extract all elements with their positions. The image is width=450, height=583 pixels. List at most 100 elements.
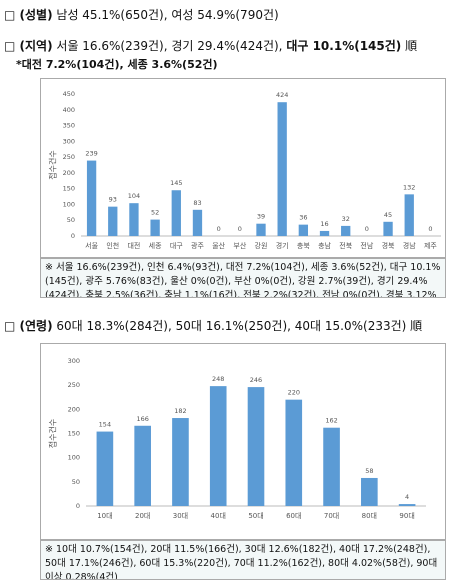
x-tick-label: 30대 — [173, 512, 188, 520]
x-tick-label: 40대 — [211, 512, 226, 520]
x-tick-label: 대구 — [170, 242, 183, 250]
age-chart: 접수건수 0 50 100 150 200 250 300 154 10대 166 20대 182 30대… — [40, 343, 446, 540]
bar — [96, 431, 114, 506]
x-tick-label: 경남 — [403, 241, 416, 250]
bar — [108, 206, 118, 236]
x-tick-label: 제주 — [424, 242, 437, 250]
region-chart: 접수건수050100150200250300350400450239서울93인천… — [40, 78, 446, 258]
value-label: 0 — [428, 225, 432, 233]
value-label: 4 — [405, 493, 409, 501]
heading: □ (성별) — [4, 8, 53, 22]
value-label: 32 — [342, 215, 350, 223]
x-tick-label: 경북 — [382, 241, 395, 250]
bar — [134, 425, 151, 506]
bar — [247, 387, 265, 506]
x-tick-label: 10대 — [97, 512, 112, 520]
y-tick-label: 100 — [63, 200, 75, 208]
y-tick-label: 300 — [68, 357, 80, 365]
bar — [383, 221, 393, 236]
x-tick-label: 경기 — [276, 241, 289, 250]
x-tick-label: 충남 — [318, 241, 331, 250]
footnote: ※ 서울 16.6%(239건), 인천 6.4%(93건), 대전 7.2%(… — [40, 258, 446, 298]
y-tick-label: 350 — [63, 122, 75, 130]
bar — [277, 102, 287, 237]
y-tick-label: 300 — [63, 137, 75, 145]
x-tick-label: 인천 — [106, 241, 119, 250]
bold-text: 대구 10.1%(145건) — [286, 39, 402, 53]
x-tick-label: 강원 — [255, 241, 268, 250]
x-tick-label: 대전 — [127, 241, 140, 250]
x-tick-label: 80대 — [362, 512, 377, 520]
x-tick-label: 부산 — [233, 241, 246, 250]
x-tick-label: 서울 — [85, 241, 98, 250]
value-label: 246 — [250, 376, 262, 384]
value-label: 58 — [365, 467, 373, 475]
heading: □ (지역) — [4, 39, 53, 53]
value-label: 132 — [403, 183, 415, 191]
age-line: □ (연령) 60대 18.3%(284건), 50대 16.1%(250건),… — [4, 317, 448, 334]
region-line: □ (지역) 서울 16.6%(239건), 경기 29.4%(424건), 대… — [4, 37, 448, 54]
x-tick-label: 전남 — [360, 241, 373, 250]
x-tick-label: 20대 — [135, 512, 150, 520]
bar — [341, 225, 351, 236]
x-tick-label: 90대 — [399, 512, 414, 520]
value-label: 239 — [85, 150, 97, 158]
value-label: 45 — [384, 211, 392, 219]
x-tick-label: 전북 — [339, 241, 352, 250]
y-tick-label: 200 — [63, 169, 75, 177]
value-label: 248 — [212, 375, 224, 383]
bar — [86, 160, 97, 236]
footnote: ※ 10대 10.7%(154건), 20대 11.5%(166건), 30대 … — [40, 540, 446, 580]
bar — [404, 194, 414, 236]
x-tick-label: 70대 — [324, 512, 339, 520]
value-label: 154 — [99, 421, 111, 429]
note-line: *대전 7.2%(104건), 세종 3.6%(52건) — [16, 58, 218, 71]
value-label: 0 — [217, 225, 221, 233]
value-label: 166 — [136, 415, 148, 423]
y-tick-label: 250 — [63, 153, 75, 161]
y-tick-label: 150 — [63, 185, 75, 193]
bar — [319, 230, 330, 236]
bar — [150, 219, 160, 236]
value-label: 0 — [365, 225, 369, 233]
value-label: 220 — [288, 389, 300, 397]
y-tick-label: 0 — [76, 502, 80, 510]
text: 60대 18.3%(284건), 50대 16.1%(250건), 40대 15… — [56, 319, 407, 333]
x-tick-label: 충북 — [297, 241, 310, 250]
bar — [361, 477, 378, 506]
y-tick-label: 0 — [71, 232, 75, 240]
text: 남성 45.1%(650건), 여성 54.9%(790건) — [56, 8, 279, 22]
x-tick-label: 광주 — [191, 242, 204, 250]
bar — [209, 386, 227, 506]
bar — [129, 203, 139, 236]
value-label: 39 — [257, 213, 265, 221]
bar — [285, 399, 303, 506]
value-label: 104 — [128, 192, 140, 200]
y-tick-label: 200 — [68, 405, 80, 413]
y-axis-label: 접수건수 — [48, 419, 58, 448]
bar — [171, 190, 181, 236]
text: 서울 16.6%(239건), 경기 29.4%(424건), — [56, 39, 283, 53]
y-tick-label: 50 — [72, 478, 80, 486]
value-label: 0 — [238, 225, 242, 233]
y-tick-label: 250 — [68, 381, 80, 389]
x-tick-label: 세종 — [149, 241, 162, 250]
value-label: 36 — [299, 214, 307, 222]
y-tick-label: 150 — [68, 430, 80, 438]
x-tick-label: 울산 — [212, 241, 225, 250]
bar — [172, 418, 189, 506]
x-tick-label: 50대 — [248, 512, 263, 520]
bar — [298, 224, 309, 236]
bar — [192, 209, 203, 236]
value-label: 424 — [276, 91, 288, 99]
value-label: 83 — [193, 199, 201, 207]
suffix: 順 — [410, 319, 423, 333]
gender-line: □ (성별) 남성 45.1%(650건), 여성 54.9%(790건) — [4, 6, 448, 23]
value-label: 93 — [109, 196, 117, 204]
suffix: 順 — [405, 39, 418, 53]
value-label: 145 — [170, 179, 182, 187]
bar — [398, 504, 416, 506]
value-label: 16 — [320, 220, 328, 228]
heading: □ (연령) — [4, 319, 53, 333]
y-tick-label: 50 — [67, 216, 75, 224]
